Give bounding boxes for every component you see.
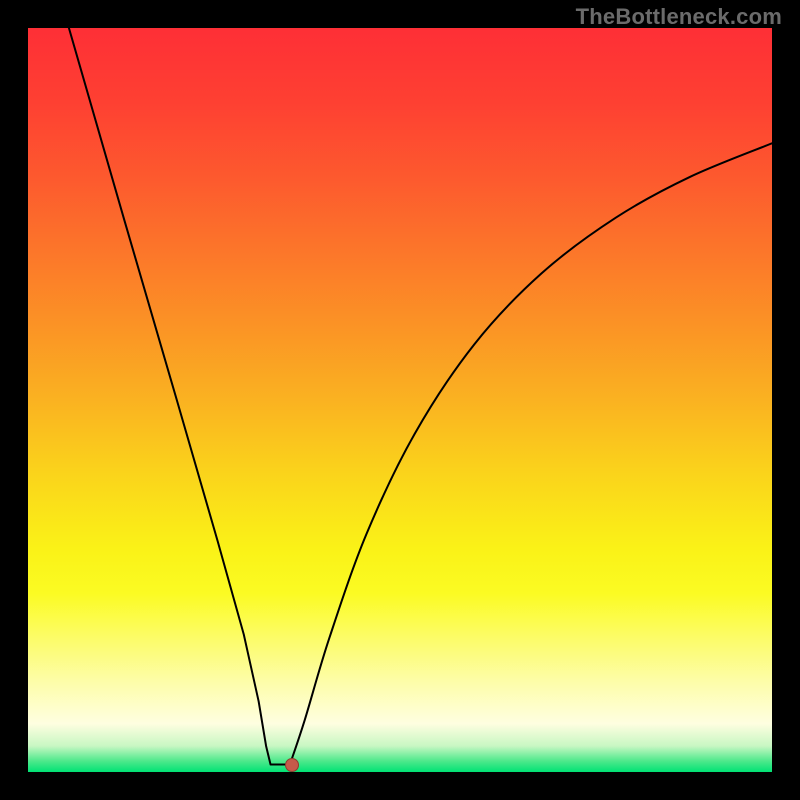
- optimum-marker: [285, 758, 299, 772]
- plot-svg: [28, 28, 772, 772]
- watermark-text: TheBottleneck.com: [576, 4, 782, 30]
- plot-area: [28, 28, 772, 772]
- gradient-background: [28, 28, 772, 772]
- chart-frame: TheBottleneck.com: [0, 0, 800, 800]
